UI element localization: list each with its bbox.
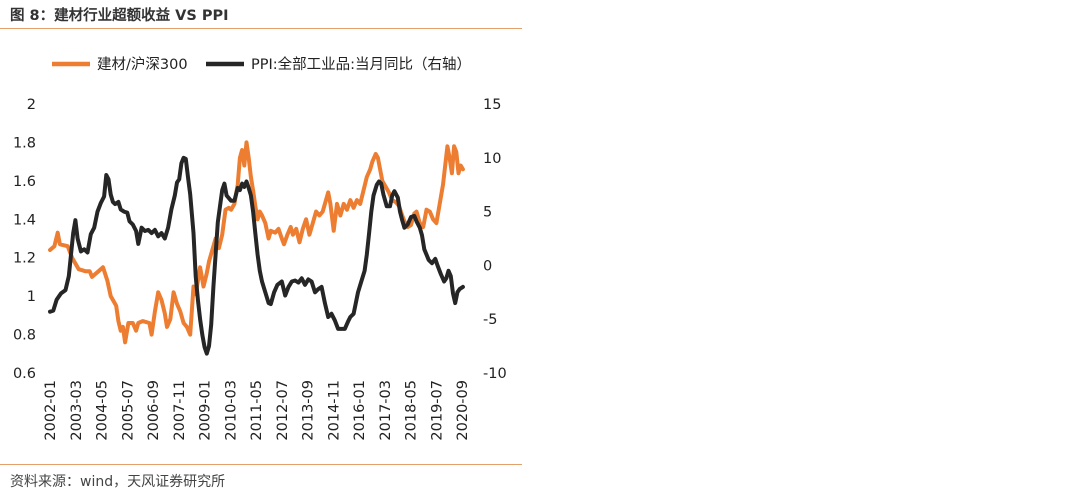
source-note: 资料来源：wind，天风证券研究所 [10, 474, 226, 490]
y-right-tick-label: 10 [483, 151, 501, 167]
series-line-black [48, 155, 465, 356]
right-axis-ticks: -10 -5 0 5 10 15 [483, 97, 507, 382]
x-tick-label: 2009-01 [198, 380, 214, 441]
x-tick-label: 2010-03 [223, 380, 239, 441]
y-left-tick-label: 0.8 [13, 328, 36, 344]
y-right-tick-label: 0 [483, 258, 492, 274]
x-axis-ticks: 2002-01 2003-03 2004-05 2005-07 2006-09 2007-… [43, 380, 471, 441]
series-layer [48, 140, 465, 356]
left-axis-ticks: 0.6 0.8 1 1.2 1.4 1.6 1.8 2 [13, 97, 36, 382]
x-tick-label: 2018-05 [404, 380, 420, 441]
x-tick-label: 2004-05 [95, 380, 111, 441]
x-tick-label: 2002-01 [43, 380, 59, 441]
x-tick-label: 2012-07 [275, 380, 291, 441]
y-left-tick-label: 1 [27, 289, 36, 305]
x-tick-label: 2007-11 [172, 380, 188, 441]
y-right-tick-label: 5 [483, 205, 492, 221]
header-rule [0, 28, 522, 29]
y-right-tick-label: -5 [483, 312, 497, 328]
figure-title: 图 8：建材行业超额收益 VS PPI [10, 8, 229, 24]
x-tick-label: 2017-03 [378, 380, 394, 441]
footer-rule [0, 464, 522, 465]
x-tick-label: 2016-01 [352, 380, 368, 441]
x-tick-label: 2011-05 [249, 380, 265, 441]
x-tick-label: 2005-07 [120, 380, 136, 441]
y-left-tick-label: 2 [27, 97, 36, 113]
legend-label-black: PPI:全部工业品:当月同比（右轴） [251, 55, 471, 73]
y-left-tick-label: 1.6 [13, 174, 36, 190]
y-left-tick-label: 0.6 [13, 366, 36, 382]
y-right-tick-label: -10 [483, 366, 507, 382]
y-right-tick-label: 15 [483, 97, 501, 113]
x-tick-label: 2014-11 [326, 380, 342, 441]
x-tick-label: 2003-03 [69, 380, 85, 441]
chart: 建材/沪深300 PPI:全部工业品:当月同比（右轴） 0.6 0.8 1 1.2 1.… [13, 55, 507, 441]
x-tick-label: 2006-09 [146, 380, 162, 441]
y-left-tick-label: 1.8 [13, 135, 36, 151]
y-left-tick-label: 1.2 [13, 251, 36, 267]
y-left-tick-label: 1.4 [13, 212, 36, 228]
x-tick-label: 2020-09 [455, 380, 471, 441]
x-tick-label: 2013-09 [301, 380, 317, 441]
chart-legend: 建材/沪深300 PPI:全部工业品:当月同比（右轴） [52, 55, 471, 73]
x-tick-label: 2019-07 [429, 380, 445, 441]
legend-label-orange: 建材/沪深300 [97, 56, 188, 73]
